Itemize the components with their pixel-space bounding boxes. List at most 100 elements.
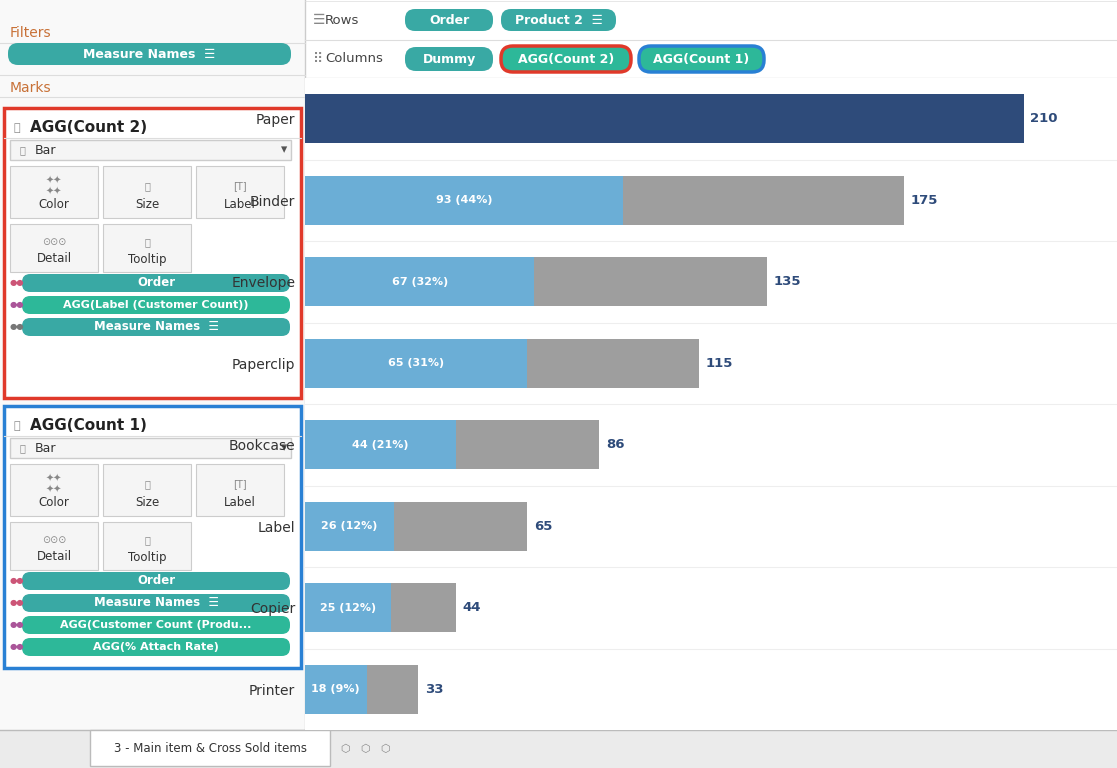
FancyBboxPatch shape — [22, 296, 290, 314]
FancyBboxPatch shape — [103, 464, 191, 516]
FancyBboxPatch shape — [639, 46, 764, 72]
Bar — [305, 257, 767, 306]
Text: 📊: 📊 — [15, 421, 20, 431]
Bar — [305, 420, 600, 469]
Text: ●●: ●● — [10, 279, 25, 287]
Text: ⌾: ⌾ — [144, 181, 150, 191]
FancyBboxPatch shape — [103, 522, 191, 570]
FancyBboxPatch shape — [10, 438, 292, 458]
FancyBboxPatch shape — [0, 0, 305, 730]
Text: 💬: 💬 — [144, 535, 150, 545]
Text: ●●: ●● — [10, 300, 25, 310]
Text: AGG(Count 1): AGG(Count 1) — [653, 52, 750, 65]
Text: 3 - Main item & Cross Sold items: 3 - Main item & Cross Sold items — [114, 743, 306, 756]
Text: Bar: Bar — [35, 144, 57, 157]
Text: Order: Order — [137, 276, 175, 290]
Text: ✦✦
✦✦: ✦✦ ✦✦ — [46, 175, 63, 197]
Text: Order: Order — [429, 14, 469, 27]
FancyBboxPatch shape — [10, 464, 98, 516]
Text: ✦✦
✦✦: ✦✦ ✦✦ — [46, 473, 63, 495]
FancyBboxPatch shape — [22, 594, 290, 612]
Bar — [305, 94, 1023, 143]
FancyBboxPatch shape — [4, 406, 300, 668]
FancyBboxPatch shape — [8, 43, 292, 65]
FancyBboxPatch shape — [405, 47, 493, 71]
Text: ⬡: ⬡ — [380, 744, 390, 754]
Text: Label: Label — [225, 496, 256, 509]
Text: 44 (21%): 44 (21%) — [352, 440, 409, 450]
Text: 115: 115 — [705, 357, 733, 369]
Bar — [305, 176, 904, 225]
Bar — [305, 502, 527, 551]
Text: 86: 86 — [607, 439, 624, 452]
Text: 67 (32%): 67 (32%) — [391, 276, 448, 286]
Bar — [305, 502, 394, 551]
Text: Order: Order — [137, 574, 175, 588]
Bar — [305, 584, 391, 632]
Text: Dummy: Dummy — [422, 52, 476, 65]
Text: 33: 33 — [424, 683, 443, 696]
Text: Tooltip: Tooltip — [127, 551, 166, 564]
Text: ●●: ●● — [10, 577, 25, 585]
Text: ●●: ●● — [10, 643, 25, 651]
Text: ⌾: ⌾ — [144, 479, 150, 489]
Text: 📊: 📊 — [20, 443, 26, 453]
Text: Color: Color — [39, 198, 69, 211]
FancyBboxPatch shape — [22, 318, 290, 336]
FancyBboxPatch shape — [195, 464, 284, 516]
Bar — [305, 420, 456, 469]
Text: 175: 175 — [910, 194, 938, 207]
Text: ●●: ●● — [10, 621, 25, 630]
Text: 📊: 📊 — [15, 123, 20, 133]
Text: AGG(% Attach Rate): AGG(% Attach Rate) — [93, 642, 219, 652]
FancyBboxPatch shape — [90, 730, 330, 766]
Text: ▾: ▾ — [280, 144, 287, 157]
Bar — [305, 584, 456, 632]
Text: Marks: Marks — [10, 81, 51, 95]
FancyBboxPatch shape — [10, 224, 98, 272]
Text: ●●: ●● — [10, 323, 25, 332]
Text: ▾: ▾ — [280, 442, 287, 455]
Text: ⠿: ⠿ — [313, 52, 323, 66]
FancyBboxPatch shape — [103, 224, 191, 272]
Text: AGG(Customer Count (Produ...: AGG(Customer Count (Produ... — [60, 620, 251, 630]
Bar — [305, 665, 366, 713]
FancyBboxPatch shape — [10, 140, 292, 160]
Text: Size: Size — [135, 496, 159, 509]
Text: Tooltip: Tooltip — [127, 253, 166, 266]
Bar — [305, 257, 534, 306]
Text: Bar: Bar — [35, 442, 57, 455]
Text: Detail: Detail — [37, 551, 71, 564]
FancyBboxPatch shape — [305, 0, 1117, 78]
Text: Size: Size — [135, 198, 159, 211]
Text: 💬: 💬 — [144, 237, 150, 247]
Text: Measure Names  ☰: Measure Names ☰ — [84, 48, 216, 61]
Text: 18 (9%): 18 (9%) — [312, 684, 360, 694]
FancyBboxPatch shape — [22, 616, 290, 634]
Text: 26 (12%): 26 (12%) — [322, 521, 378, 531]
Bar — [305, 339, 698, 388]
Text: Product 2  ☰: Product 2 ☰ — [515, 14, 602, 27]
FancyBboxPatch shape — [22, 572, 290, 590]
Bar — [305, 339, 527, 388]
FancyBboxPatch shape — [0, 730, 1117, 768]
Text: ⊙⊙⊙: ⊙⊙⊙ — [41, 237, 66, 247]
FancyBboxPatch shape — [4, 108, 300, 398]
Text: Filters: Filters — [10, 26, 51, 40]
Text: ●●: ●● — [10, 598, 25, 607]
Text: Measure Names  ☰: Measure Names ☰ — [94, 320, 219, 333]
Text: Label: Label — [225, 198, 256, 211]
Text: 📊: 📊 — [20, 145, 26, 155]
FancyBboxPatch shape — [103, 166, 191, 218]
Text: 65: 65 — [534, 520, 553, 533]
Text: 25 (12%): 25 (12%) — [319, 603, 375, 613]
Text: Color: Color — [39, 496, 69, 509]
Bar — [305, 176, 623, 225]
Text: Columns: Columns — [325, 52, 383, 65]
Text: AGG(Count 2): AGG(Count 2) — [518, 52, 614, 65]
Bar — [305, 665, 418, 713]
Text: 210: 210 — [1030, 112, 1058, 125]
Text: [T]: [T] — [233, 479, 247, 489]
Text: Rows: Rows — [325, 14, 360, 27]
Text: 93 (44%): 93 (44%) — [436, 195, 493, 205]
